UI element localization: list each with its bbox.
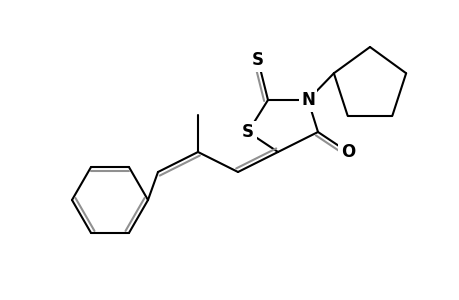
Text: S: S (241, 123, 253, 141)
Text: S: S (252, 51, 263, 69)
Text: O: O (340, 143, 354, 161)
Text: N: N (300, 91, 314, 109)
